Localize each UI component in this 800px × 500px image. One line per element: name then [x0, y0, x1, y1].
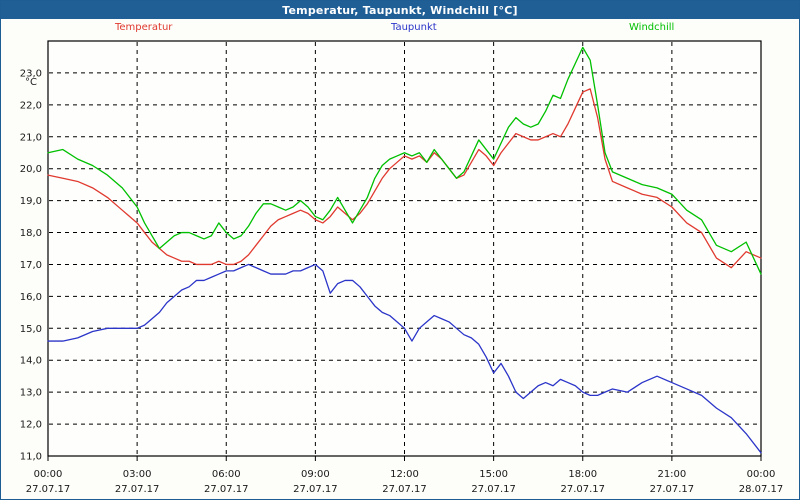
- page-title: Temperatur, Taupunkt, Windchill [°C]: [282, 3, 518, 17]
- window-titlebar: Temperatur, Taupunkt, Windchill [°C]: [1, 1, 799, 19]
- series-line-taupunkt: [47, 263, 762, 454]
- y-axis-tick-label: 22,0: [20, 100, 42, 111]
- x-axis-date-label: 27.07.17: [471, 484, 516, 495]
- x-axis-date-label: 27.07.17: [115, 484, 160, 495]
- y-axis-tick-label: 14,0: [20, 356, 42, 367]
- x-axis-date-label: 27.07.17: [382, 484, 427, 495]
- y-axis-tick-label: 17,0: [20, 260, 42, 271]
- x-axis-date-label: 27.07.17: [26, 484, 71, 495]
- y-axis-tick-label: 15,0: [20, 324, 42, 335]
- x-axis-date-label: 27.07.17: [293, 484, 338, 495]
- x-axis-time-label: 06:00: [212, 469, 241, 480]
- series-line-windchill: [47, 46, 762, 275]
- y-axis-tick-label: 23,0: [20, 68, 42, 79]
- x-axis-date-label: 28.07.17: [739, 484, 784, 495]
- y-axis-tick-label: 18,0: [20, 228, 42, 239]
- x-axis-date-label: 27.07.17: [650, 484, 695, 495]
- y-axis-tick-label: 11,0: [20, 452, 42, 463]
- x-axis-time-label: 21:00: [657, 469, 686, 480]
- x-axis-time-label: 00:00: [34, 469, 63, 480]
- y-axis-tick-label: 13,0: [20, 388, 42, 399]
- plot-area-wrapper: °C 23,0 22,0 21,0 20,0 19,0 18,0 17,0 16,0 15,0 1…: [1, 39, 799, 499]
- y-axis-tick-label: 21,0: [20, 132, 42, 143]
- legend-item-windchill: Windchill: [629, 22, 675, 33]
- x-axis-time-label: 03:00: [123, 469, 152, 480]
- legend-item-taupunkt: Taupunkt: [391, 22, 437, 33]
- x-axis-time-label: 15:00: [479, 469, 508, 480]
- y-axis-tick-label: 20,0: [20, 164, 42, 175]
- x-axis-time-label: 09:00: [301, 469, 330, 480]
- x-axis-time-label: 00:00: [747, 469, 776, 480]
- series-line-temperatur: [47, 88, 762, 269]
- y-axis-tick-label: 19,0: [20, 196, 42, 207]
- x-axis-time-label: 12:00: [390, 469, 419, 480]
- y-axis-unit-label: °C: [25, 77, 37, 88]
- weather-line-chart: 23,0 22,0 21,0 20,0 19,0 18,0 17,0 16,0 15,0 14,0…: [20, 40, 784, 495]
- x-axis-date-label: 27.07.17: [204, 484, 249, 495]
- y-axis-tick-label: 16,0: [20, 292, 42, 303]
- y-axis-tick-label: 12,0: [20, 420, 42, 431]
- x-axis-date-label: 27.07.17: [560, 484, 605, 495]
- x-axis-time-label: 18:00: [568, 469, 597, 480]
- chart-legend: Temperatur Taupunkt Windchill: [1, 19, 799, 39]
- legend-item-temperatur: Temperatur: [115, 22, 173, 33]
- plot-frame: [47, 40, 762, 457]
